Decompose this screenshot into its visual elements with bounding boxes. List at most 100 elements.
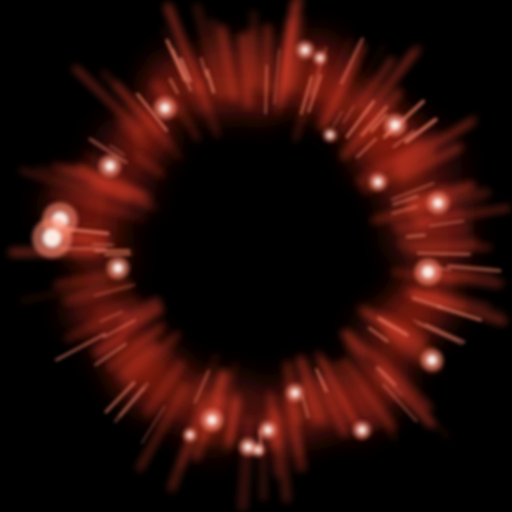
fine-streak [199,57,209,78]
fine-streak [93,284,136,297]
spark [374,178,382,186]
streak [416,205,511,226]
streak [340,44,386,117]
spark [113,263,123,273]
fine-streak [165,39,187,82]
streak [411,208,464,225]
fine-streak [91,243,115,247]
fine-streak [374,367,403,397]
fine-streak [405,233,426,239]
streak [19,167,106,201]
fine-streak [392,194,419,206]
fine-streak [104,381,136,414]
streak [119,297,162,322]
fine-streak [447,264,502,273]
streak [173,98,200,141]
streak [179,391,211,468]
ring-fine-streaks [52,37,502,455]
streak [242,32,252,105]
fine-streak [264,64,268,115]
fine-streak [141,405,166,444]
streak [136,384,189,472]
streak [299,381,319,427]
streak [354,157,386,182]
fine-streak [391,205,418,215]
streak [72,65,145,136]
streak [224,397,242,446]
fine-streak [315,368,328,393]
streak [208,18,233,99]
streak [156,331,182,357]
fine-streak [103,319,136,338]
streak [163,2,205,93]
fine-streak [273,48,281,105]
streak [143,360,185,416]
streak [398,237,479,249]
streak [276,17,296,107]
fine-streak [94,342,127,366]
streak [101,311,146,336]
streak [340,358,397,431]
streak [88,299,142,325]
streak [192,3,226,101]
streak [368,350,433,412]
fine-streak [436,304,482,322]
streak [397,133,438,163]
streak [407,188,491,217]
fine-streak [168,78,179,95]
streak [398,143,464,181]
streak [144,348,174,381]
streak [412,245,492,251]
streak [91,181,150,209]
spark [43,229,61,247]
spark [291,389,299,397]
streak [289,398,306,471]
streak [195,82,221,138]
fine-streak [55,332,106,362]
fine-streak [416,252,471,256]
fine-streak [370,113,388,133]
streak [63,280,133,305]
streak [319,42,367,129]
fine-streak [179,57,192,83]
streak [107,324,165,371]
fine-streak [345,100,375,139]
fine-streak [367,326,389,343]
streak [47,190,106,210]
streak [237,33,253,109]
streak [362,308,435,356]
fine-streak [332,110,343,128]
streak [411,221,472,236]
fine-streak [355,137,377,159]
streak [319,358,365,438]
spark [264,426,272,434]
streak [269,394,280,479]
streak [64,309,126,342]
spark [390,120,400,130]
streak [246,28,259,90]
spark [358,426,366,434]
spark [317,55,323,61]
streak [218,25,239,102]
streak [178,377,200,418]
streak [135,153,165,178]
fine-streak [205,69,216,94]
streak [405,249,471,256]
fine-streak [391,182,435,201]
streak [376,367,435,428]
spark [105,161,115,171]
streak [71,250,138,255]
spark [187,432,193,438]
spark [244,443,252,451]
streak [408,289,508,326]
ring-sparks [32,41,449,457]
streak [53,270,122,289]
streak [119,305,164,335]
fine-streak [307,74,322,113]
streak [93,333,126,357]
fine-streak [193,369,210,404]
fine-streak [360,105,388,137]
fine-streak [424,323,466,344]
streak [409,287,505,316]
